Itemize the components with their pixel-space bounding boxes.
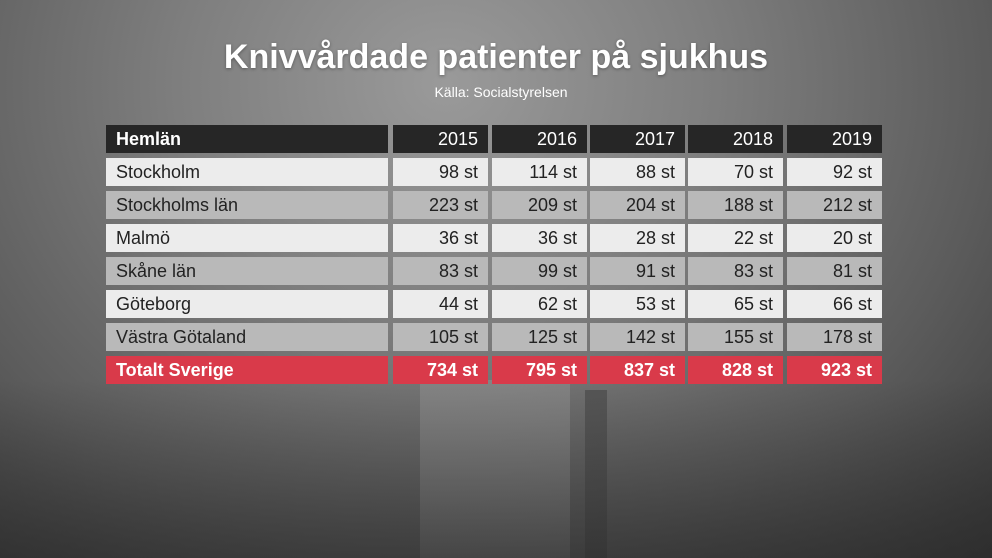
header-year-2015: 2015 [393,125,488,153]
header-year-2017: 2017 [590,125,685,153]
value-cell: 20 st [787,224,882,252]
header-year-2018: 2018 [688,125,783,153]
value-cell: 44 st [393,290,488,318]
row-label: Skåne län [106,257,388,285]
value-cell: 155 st [688,323,783,351]
value-cell: 28 st [590,224,685,252]
value-cell: 36 st [492,224,587,252]
value-cell: 125 st [492,323,587,351]
total-value-cell: 795 st [492,356,587,384]
value-cell: 66 st [787,290,882,318]
background-shadow [0,380,992,558]
total-value-cell: 734 st [393,356,488,384]
row-label: Stockholms län [106,191,388,219]
value-cell: 22 st [688,224,783,252]
value-cell: 88 st [590,158,685,186]
header-year-2016: 2016 [492,125,587,153]
value-cell: 62 st [492,290,587,318]
value-cell: 83 st [688,257,783,285]
chart-title: Knivvårdade patienter på sjukhus [223,38,769,76]
value-cell: 188 st [688,191,783,219]
value-cell: 65 st [688,290,783,318]
value-cell: 142 st [590,323,685,351]
header-label: Hemlän [106,125,388,153]
total-value-cell: 828 st [688,356,783,384]
value-cell: 105 st [393,323,488,351]
total-value-cell: 923 st [787,356,882,384]
total-value-cell: 837 st [590,356,685,384]
total-label: Totalt Sverige [106,356,388,384]
background-post [585,390,607,558]
value-cell: 223 st [393,191,488,219]
value-cell: 204 st [590,191,685,219]
background-slab [420,380,570,558]
value-cell: 92 st [787,158,882,186]
header-year-2019: 2019 [787,125,882,153]
row-label: Stockholm [106,158,388,186]
value-cell: 99 st [492,257,587,285]
value-cell: 114 st [492,158,587,186]
value-cell: 70 st [688,158,783,186]
chart-subtitle: Källa: Socialstyrelsen [434,84,568,100]
value-cell: 36 st [393,224,488,252]
value-cell: 98 st [393,158,488,186]
row-label: Malmö [106,224,388,252]
value-cell: 83 st [393,257,488,285]
value-cell: 178 st [787,323,882,351]
row-label: Göteborg [106,290,388,318]
value-cell: 81 st [787,257,882,285]
value-cell: 91 st [590,257,685,285]
value-cell: 212 st [787,191,882,219]
value-cell: 53 st [590,290,685,318]
row-label: Västra Götaland [106,323,388,351]
value-cell: 209 st [492,191,587,219]
